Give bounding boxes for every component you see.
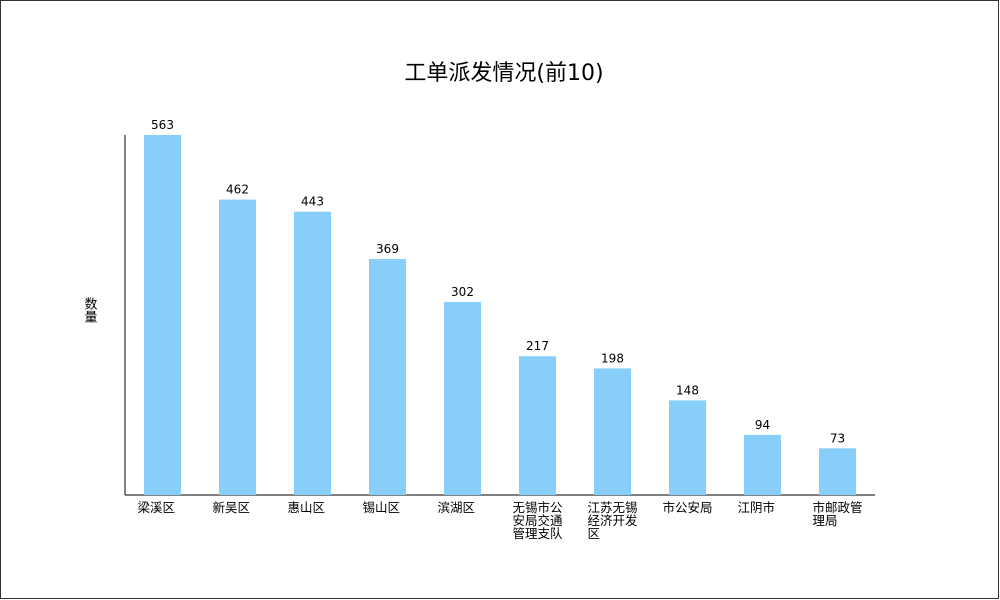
x-tick-label: 惠山区: [288, 500, 326, 515]
value-label: 369: [376, 242, 399, 256]
x-tick-label: 市公安局: [663, 500, 713, 515]
bar: [519, 356, 556, 495]
bar: [444, 301, 481, 495]
y-axis-label: 数量: [82, 297, 98, 323]
bar: [369, 259, 406, 495]
x-tick-label: 江阴市: [738, 500, 776, 515]
bar: [294, 211, 331, 495]
bar: [144, 135, 181, 495]
value-label: 198: [601, 351, 624, 365]
x-tick-label: 新吴区: [213, 500, 251, 515]
x-tick-label: 锡山区: [363, 500, 401, 515]
x-tick-label: 无锡市公安局交通管理支队: [513, 500, 564, 541]
value-label: 94: [755, 418, 770, 432]
x-tick-label: 滨湖区: [438, 500, 476, 515]
x-tick-label: 江苏无锡经济开发区: [588, 500, 639, 541]
value-label: 462: [226, 183, 249, 197]
value-label: 73: [830, 431, 845, 445]
bar: [219, 199, 256, 496]
bar: [594, 368, 631, 495]
value-label: 148: [676, 383, 699, 397]
value-label: 302: [451, 285, 474, 299]
x-tick-label: 市邮政管理局: [813, 500, 863, 528]
x-tick-label: 梁溪区: [138, 500, 176, 515]
bar: [669, 400, 706, 495]
bar: [819, 448, 856, 495]
bar: [744, 434, 781, 495]
value-label: 443: [301, 195, 324, 209]
chart-title: 工单派发情况(前10): [404, 61, 603, 86]
value-label: 217: [526, 339, 549, 353]
value-label: 563: [151, 118, 174, 132]
